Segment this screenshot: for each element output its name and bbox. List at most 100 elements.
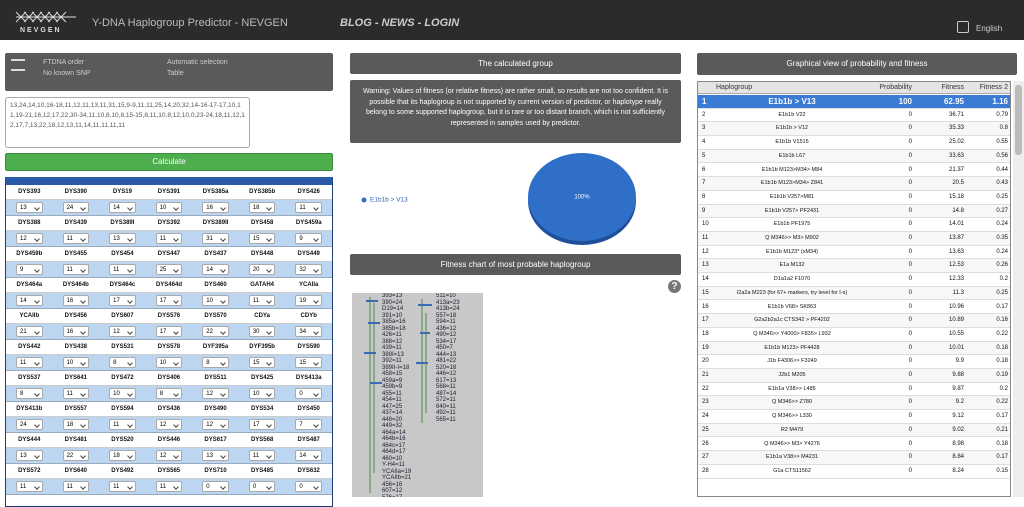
marker-select[interactable]: 8: [109, 357, 136, 368]
marker-select[interactable]: 22: [202, 326, 229, 337]
marker-select[interactable]: 18: [248, 202, 276, 213]
marker-select[interactable]: 12: [155, 450, 183, 461]
marker-select[interactable]: 13: [16, 202, 43, 213]
nav-links[interactable]: BLOG - NEWS - LOGIN: [340, 17, 460, 29]
marker-select[interactable]: 12: [109, 326, 136, 337]
marker-select[interactable]: 30: [248, 326, 276, 337]
marker-select[interactable]: 11: [62, 388, 90, 399]
marker-select[interactable]: 20: [248, 264, 276, 275]
marker-select[interactable]: 11: [109, 481, 136, 492]
marker-select[interactable]: 17: [155, 326, 183, 337]
marker-select[interactable]: 11: [16, 357, 43, 368]
help-icon[interactable]: ?: [668, 280, 681, 293]
marker-select[interactable]: 0: [202, 481, 229, 492]
table-cell: R2 M479: [780, 426, 804, 433]
marker-select[interactable]: 7: [295, 419, 322, 430]
language-select[interactable]: English: [976, 24, 1003, 33]
marker-select[interactable]: 14: [16, 295, 43, 306]
markers-input[interactable]: 13,24,14,10,16-18,11,12,11,13,11,31,15,9…: [5, 97, 250, 148]
settings-icon[interactable]: [11, 59, 25, 71]
marker-select[interactable]: 0: [248, 481, 276, 492]
fitness-bars: [364, 297, 432, 493]
marker-select[interactable]: 9: [16, 264, 43, 275]
marker-select[interactable]: 15: [248, 233, 276, 244]
marker-select[interactable]: 11: [62, 233, 90, 244]
marker-select[interactable]: 12: [16, 233, 43, 244]
marker-select[interactable]: 17: [155, 295, 183, 306]
option[interactable]: FTDNA order: [43, 59, 85, 66]
marker-select[interactable]: 12: [155, 419, 183, 430]
marker-select[interactable]: 11: [62, 481, 90, 492]
column-header: Fitness 2: [979, 84, 1008, 91]
marker-select[interactable]: 10: [155, 202, 183, 213]
marker-select[interactable]: 14: [202, 264, 229, 275]
marker-select[interactable]: 14: [295, 450, 322, 461]
marker-select[interactable]: 24: [16, 419, 43, 430]
table-cell: 0.17: [996, 303, 1008, 310]
marker-select[interactable]: 24: [62, 202, 90, 213]
marker-select[interactable]: 11: [155, 481, 183, 492]
marker-select[interactable]: 8: [155, 388, 183, 399]
marker-select[interactable]: 11: [16, 481, 43, 492]
marker-select[interactable]: 16: [202, 202, 229, 213]
marker-select[interactable]: 8: [202, 357, 229, 368]
marker-select[interactable]: 11: [109, 419, 136, 430]
scrollbar[interactable]: [1013, 81, 1024, 497]
marker-select[interactable]: 11: [109, 264, 136, 275]
marker-select[interactable]: 18: [62, 419, 90, 430]
marker-select[interactable]: 31: [202, 233, 229, 244]
marker-name: GATAH4: [250, 282, 275, 288]
marker-select[interactable]: 11: [248, 295, 276, 306]
marker-select[interactable]: 15: [248, 357, 276, 368]
marker-select[interactable]: 12: [202, 419, 229, 430]
table-cell: 3: [702, 125, 706, 132]
marker-select[interactable]: 16: [62, 295, 90, 306]
table-cell: 0.56: [996, 152, 1008, 159]
marker-name: DYS520: [111, 437, 134, 443]
marker-select[interactable]: 17: [248, 419, 276, 430]
option[interactable]: No known SNP: [43, 70, 91, 77]
marker-select[interactable]: 17: [109, 295, 136, 306]
marker-select[interactable]: 15: [295, 357, 322, 368]
marker-select[interactable]: 0: [295, 481, 322, 492]
calculate-button[interactable]: Calculate: [5, 153, 333, 171]
scroll-thumb[interactable]: [1015, 85, 1022, 155]
marker-select[interactable]: 22: [62, 450, 90, 461]
marker-select[interactable]: 13: [109, 233, 136, 244]
marker-select[interactable]: 10: [109, 388, 136, 399]
marker-select[interactable]: 8: [16, 388, 43, 399]
option[interactable]: Table: [167, 70, 184, 77]
marker-select[interactable]: 13: [202, 450, 229, 461]
table-cell: E1b1b V68> SK863: [767, 303, 817, 310]
marker-select[interactable]: 21: [16, 326, 43, 337]
marker-select[interactable]: 19: [295, 295, 322, 306]
marker-select[interactable]: 11: [155, 233, 183, 244]
fitness-label: 388=12: [382, 338, 403, 345]
table-row: [698, 232, 1010, 246]
marker-select[interactable]: 18: [109, 450, 136, 461]
table-cell: 0: [908, 385, 912, 392]
column-header: Probability: [879, 84, 912, 91]
marker-select[interactable]: 25: [155, 264, 183, 275]
marker-select[interactable]: 10: [202, 295, 229, 306]
table-cell: 0.22: [996, 399, 1008, 406]
marker-select[interactable]: 10: [155, 357, 183, 368]
marker-select[interactable]: 16: [62, 326, 90, 337]
option[interactable]: Automatic selection: [167, 59, 228, 66]
marker-select[interactable]: 11: [295, 202, 322, 213]
marker-select[interactable]: 0: [295, 388, 322, 399]
table-cell: 0: [908, 426, 912, 433]
marker-select[interactable]: 13: [16, 450, 43, 461]
marker-name: DYS565: [157, 468, 181, 474]
marker-select[interactable]: 32: [295, 264, 322, 275]
marker-select[interactable]: 14: [109, 202, 136, 213]
marker-select[interactable]: 11: [248, 450, 276, 461]
marker-select[interactable]: 10: [248, 388, 276, 399]
table-cell: E1b1b M123* (xM34): [766, 248, 818, 255]
marker-select[interactable]: 11: [62, 264, 90, 275]
marker-select[interactable]: 10: [62, 357, 90, 368]
marker-name: DYS436: [157, 406, 181, 412]
marker-select[interactable]: 12: [202, 388, 229, 399]
marker-select[interactable]: 9: [295, 233, 322, 244]
marker-select[interactable]: 34: [295, 326, 322, 337]
